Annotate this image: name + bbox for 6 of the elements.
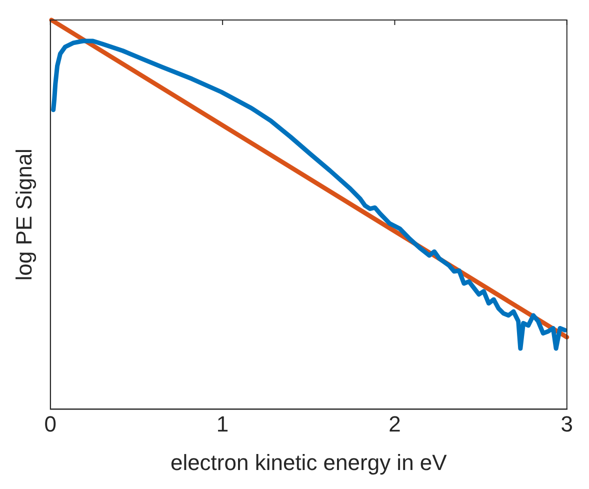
- x-tick-label: 1: [216, 411, 229, 436]
- x-axis-title: electron kinetic energy in eV: [170, 450, 448, 475]
- y-axis-title: log PE Signal: [11, 148, 36, 281]
- x-tick-label: 2: [388, 411, 401, 436]
- x-tick-label: 0: [44, 411, 57, 436]
- x-tick-label: 3: [560, 411, 574, 436]
